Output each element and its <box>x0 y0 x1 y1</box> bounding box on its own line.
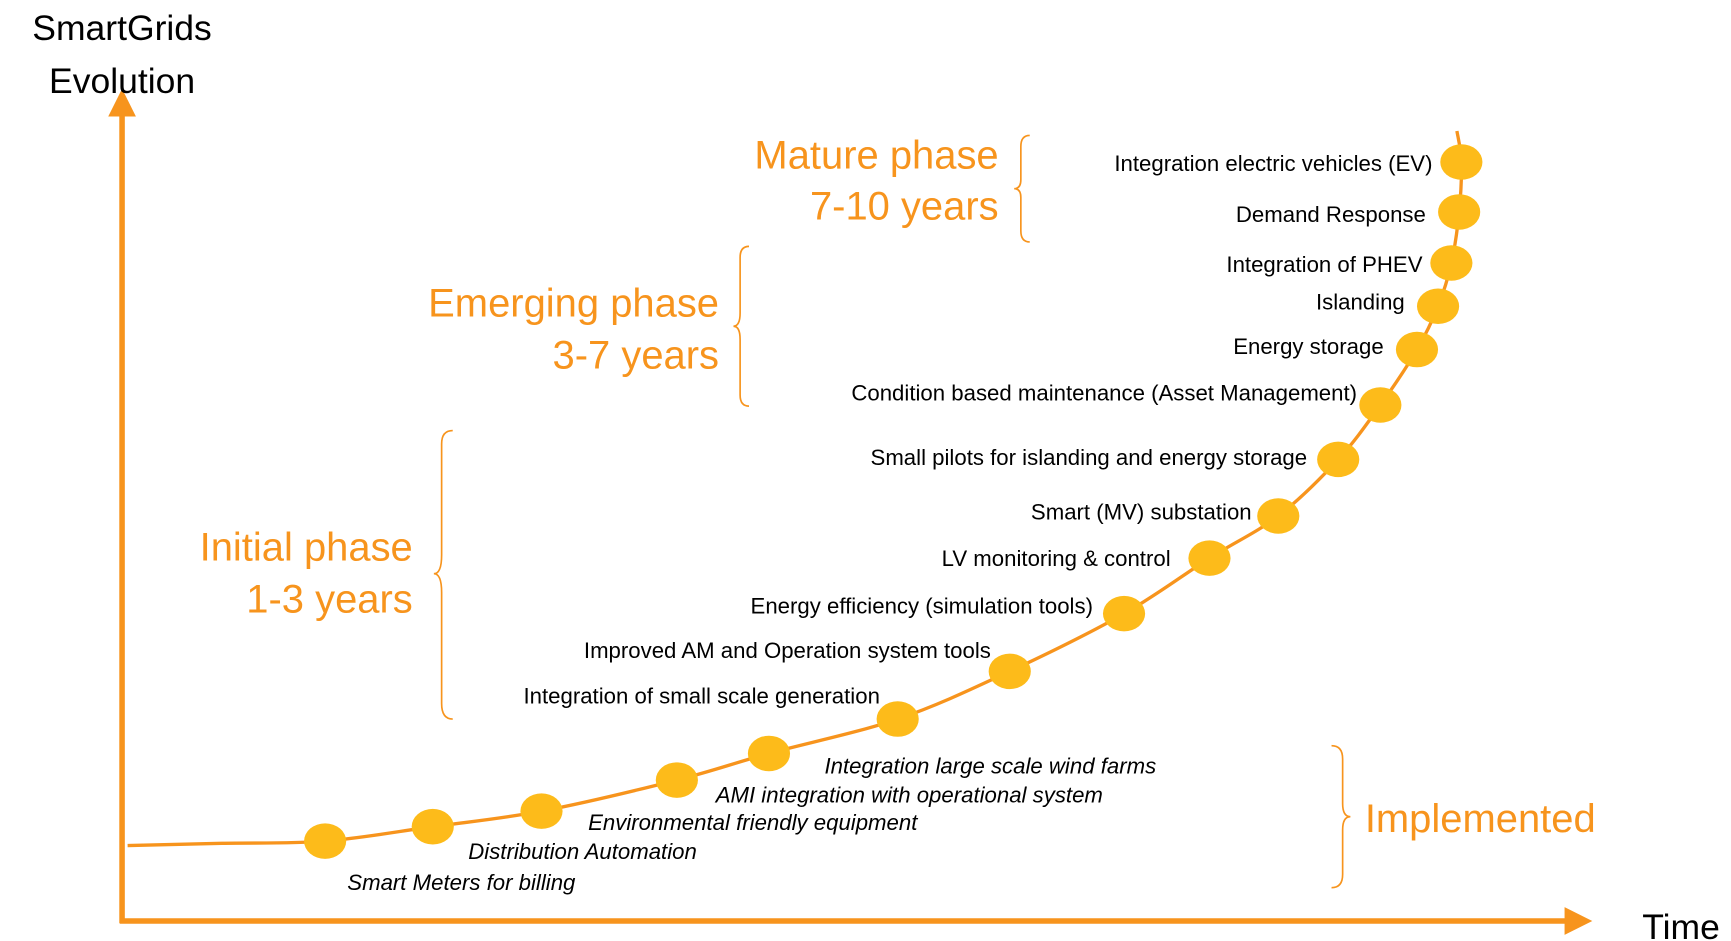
milestone-dot <box>1317 441 1360 478</box>
milestone-dot <box>1395 331 1439 368</box>
y-axis-label: Evolution <box>49 61 195 101</box>
phase-name: Initial phase <box>200 525 413 569</box>
milestone-dot <box>1430 245 1473 281</box>
milestone-dot <box>1188 540 1231 576</box>
phase-name: Mature phase <box>754 134 998 178</box>
milestone-dot <box>1440 144 1483 180</box>
milestone-label: Energy efficiency (simulation tools) <box>751 594 1093 619</box>
milestone-label: Condition based maintenance (Asset Manag… <box>851 381 1357 406</box>
milestone-dot <box>1359 387 1402 423</box>
milestone-label: Smart (MV) substation <box>1031 499 1252 524</box>
brace <box>1331 744 1351 889</box>
milestone-dot <box>988 653 1031 690</box>
milestone-label: Improved AM and Operation system tools <box>584 638 991 663</box>
milestone-dot <box>411 808 454 845</box>
phase-duration: 7-10 years <box>810 185 999 229</box>
x-axis-label: Time <box>1642 907 1720 941</box>
milestone-dot <box>1416 288 1460 325</box>
milestone-label: Demand Response <box>1236 202 1426 227</box>
evolution-curve <box>127 130 1464 848</box>
milestone-label: Distribution Automation <box>468 839 697 864</box>
phase-name: Emerging phase <box>428 281 719 325</box>
milestone-dot <box>655 762 698 798</box>
milestone-label: Integration electric vehicles (EV) <box>1114 151 1432 176</box>
milestone-label: Environmental friendly equipment <box>588 810 918 835</box>
milestone-dot <box>1102 595 1146 632</box>
milestone-label: Small pilots for islanding and energy st… <box>871 445 1308 470</box>
brace <box>433 429 453 720</box>
phase-duration: 3-7 years <box>553 333 719 377</box>
milestone-label: Smart Meters for billing <box>347 870 576 895</box>
milestone-label: AMI integration with operational system <box>714 782 1103 807</box>
milestone-label: Energy storage <box>1233 334 1383 359</box>
brace <box>1014 134 1030 243</box>
milestone-dot <box>520 793 563 829</box>
milestone-dot <box>876 701 919 737</box>
milestone-label: LV monitoring & control <box>942 546 1171 571</box>
milestone-label: Integration of PHEV <box>1226 252 1422 277</box>
milestone-dot <box>747 735 791 772</box>
milestone-dot <box>1257 498 1300 534</box>
milestone-dot <box>1438 194 1481 230</box>
milestone-label: Integration large scale wind farms <box>824 753 1156 778</box>
y-axis-label: SmartGrids <box>32 8 212 48</box>
milestone-label: Islanding <box>1316 290 1405 315</box>
phase-duration: 1-3 years <box>246 578 412 622</box>
phase-name: Implemented <box>1365 797 1596 841</box>
milestone-dot <box>304 823 347 859</box>
brace <box>733 245 750 407</box>
milestone-label: Integration of small scale generation <box>523 684 879 709</box>
